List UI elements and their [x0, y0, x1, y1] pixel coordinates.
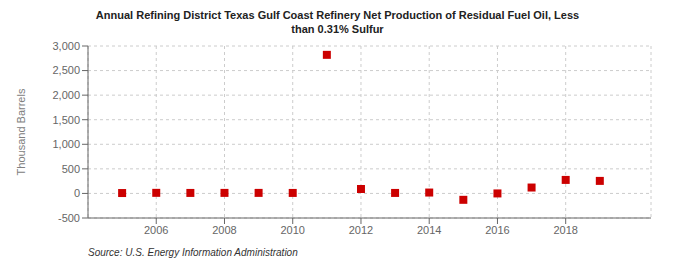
svg-text:2,500: 2,500: [52, 64, 80, 76]
html-text:Source: U.S. Energy Informatio: Source: U.S. Energy Information Administ…: [88, 247, 298, 258]
svg-text:2,000: 2,000: [52, 89, 80, 101]
svg-text:2018: 2018: [553, 224, 577, 236]
svg-text:500: 500: [62, 163, 80, 175]
html-text:than 0.31% Sulfur: than 0.31% Sulfur: [291, 23, 384, 36]
svg-text:Thousand Barrels: Thousand Barrels: [15, 88, 27, 175]
svg-text:2010: 2010: [280, 224, 304, 236]
svg-text:3,000: 3,000: [52, 40, 80, 52]
svg-text:2014: 2014: [417, 224, 441, 236]
svg-text:-500: -500: [58, 212, 80, 224]
svg-text:2006: 2006: [144, 224, 168, 236]
svg-text:1,500: 1,500: [52, 114, 80, 126]
svg-text:2008: 2008: [212, 224, 236, 236]
svg-text:1,000: 1,000: [52, 138, 80, 150]
html-text:Annual Refining District Texas: Annual Refining District Texas Gulf Coas…: [95, 9, 580, 21]
svg-text:0: 0: [74, 187, 80, 199]
svg-text:2016: 2016: [485, 224, 509, 236]
svg-text:2012: 2012: [349, 224, 373, 236]
